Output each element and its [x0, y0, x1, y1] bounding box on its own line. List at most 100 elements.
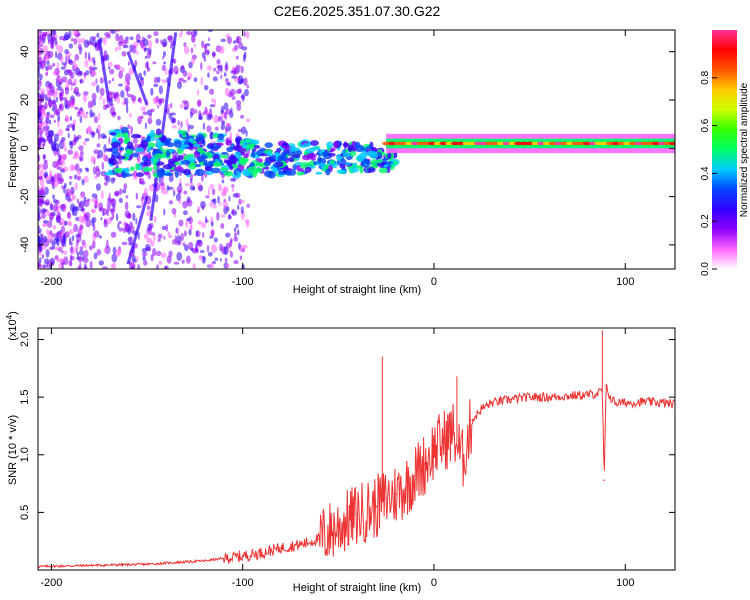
spectrogram-band-mark — [205, 166, 213, 172]
spectrogram-noise-mark — [243, 30, 246, 38]
snr-data-point — [461, 459, 464, 462]
spectrogram-noise-mark — [132, 212, 136, 222]
snr-x-label: Height of straight line (km) — [293, 582, 421, 594]
spectrogram-noise-mark — [57, 114, 61, 122]
spectrogram-noise-mark — [98, 202, 104, 211]
spectrogram-noise-mark — [89, 65, 92, 74]
spectrogram-band-peak — [416, 141, 425, 146]
spectrogram-noise-mark — [60, 204, 66, 210]
spectrogram-band-peak — [382, 141, 391, 146]
spectrogram-band-peak — [537, 141, 546, 146]
spectrogram-noise-mark — [150, 108, 155, 113]
spectrogram-noise-mark — [240, 206, 244, 214]
spectrogram-noise-mark — [210, 221, 214, 227]
spectrogram-band-mark — [132, 152, 139, 158]
spectrogram-noise-mark — [82, 141, 87, 146]
spectrogram-noise-mark — [162, 38, 168, 48]
spectrogram-noise-mark — [65, 128, 70, 132]
spectrogram-noise-mark — [130, 125, 133, 135]
spectrogram-noise-mark — [38, 56, 43, 64]
spectrogram-noise-mark — [136, 50, 139, 55]
spectrogram-noise-mark — [184, 183, 189, 187]
spectrogram-noise-mark — [225, 108, 232, 115]
spectrogram-noise-mark — [124, 201, 129, 211]
spectrogram-band-mark — [143, 159, 152, 167]
spectrogram-noise-mark — [216, 65, 220, 69]
spectrogram-noise-mark — [38, 44, 41, 53]
spectrogram-noise-mark — [212, 204, 217, 209]
snr-y-tick-label: 2.0 — [19, 332, 31, 347]
spectrogram-noise-mark — [99, 77, 104, 84]
spectrogram-noise-mark — [45, 72, 49, 76]
spectrogram-noise-mark — [127, 124, 131, 130]
spectrogram-noise-mark — [82, 114, 88, 119]
spectrogram-noise-mark — [42, 264, 48, 269]
snr-series-line — [38, 383, 675, 569]
spectrogram-x-tick-label: -100 — [232, 276, 254, 288]
spectrogram-noise-mark — [158, 98, 163, 106]
spectrogram-noise-mark — [181, 64, 185, 71]
spectrogram-noise-mark — [43, 62, 46, 68]
spectrogram-y-tick-label: 20 — [19, 94, 31, 106]
spectrogram-noise-mark — [187, 123, 191, 133]
spectrogram-band-mark — [115, 155, 126, 160]
spectrogram-band-mark — [249, 162, 255, 167]
spectrogram-noise-mark — [61, 136, 66, 142]
spectrogram-noise-mark — [102, 152, 106, 161]
snr-frame — [37, 327, 676, 571]
spectrogram-noise-mark — [96, 248, 102, 256]
spectrogram-band-peak — [657, 141, 666, 146]
spectrogram-noise-mark — [103, 218, 107, 225]
spectrogram-noise-mark — [78, 250, 85, 256]
spectrogram-noise-mark — [99, 87, 105, 97]
spectrogram-noise-mark — [167, 186, 174, 191]
spectrogram-noise-mark — [93, 252, 98, 260]
spectrogram-noise-mark — [228, 195, 231, 202]
spectrogram-noise-mark — [73, 58, 77, 66]
spectrogram-noise-mark — [185, 255, 191, 264]
spectrogram-noise-mark — [124, 222, 129, 228]
snr-data-point — [442, 440, 445, 442]
spectrogram-x-label: Height of straight line (km) — [293, 284, 421, 296]
spectrogram-noise-mark — [38, 163, 44, 168]
spectrogram-noise-mark — [225, 263, 230, 268]
spectrogram-noise-mark — [52, 180, 59, 188]
snr-data-point — [603, 479, 606, 481]
spectrogram-noise-mark — [139, 181, 146, 185]
snr-data-point — [423, 463, 426, 465]
spectrogram-x-ticks: -200 -100 0 100 — [40, 30, 634, 288]
spectrogram-band-mark — [345, 162, 352, 166]
spectrogram-noise-mark — [129, 36, 134, 41]
spectrogram-noise-mark — [135, 192, 139, 200]
spectrogram-band-mark — [302, 142, 310, 147]
spectrogram-noise-mark — [93, 149, 100, 155]
spectrogram-noise-mark — [203, 84, 209, 91]
spectrogram-band-mark — [378, 167, 388, 174]
spectrogram-noise-mark — [73, 223, 78, 233]
spectrogram-noise-mark — [94, 40, 98, 49]
spectrogram-streak — [97, 39, 111, 101]
spectrogram-noise-mark — [223, 102, 229, 111]
spectrogram-noise-mark — [144, 55, 148, 60]
spectrogram-noise-mark — [43, 161, 49, 170]
spectrogram-noise-mark — [67, 197, 72, 203]
spectrogram-noise-mark — [235, 55, 239, 60]
spectrogram-noise-mark — [95, 78, 98, 85]
spectrogram-noise-mark — [246, 30, 250, 39]
spectrogram-noise-mark — [242, 54, 246, 63]
spectrogram-noise-mark — [97, 130, 101, 140]
spectrogram-noise-mark — [206, 113, 212, 121]
spectrogram-noise-mark — [219, 258, 222, 262]
snr-y-ticks: 0.5 1.0 1.5 2.0 — [19, 332, 675, 520]
spectrogram-noise-mark — [65, 80, 70, 90]
spectrogram-band-mark — [289, 145, 297, 152]
spectrogram-noise-mark — [216, 59, 221, 65]
spectrogram-noise-mark — [176, 251, 183, 261]
spectrogram-noise-mark — [162, 56, 165, 60]
spectrogram-noise-mark — [157, 104, 160, 109]
spectrogram-noise-mark — [61, 62, 67, 66]
spectrogram-noise-mark — [85, 168, 90, 173]
spectrogram-band-mark — [108, 157, 113, 163]
spectrogram-band-mark — [229, 165, 234, 171]
spectrogram-band-peak — [611, 141, 620, 146]
